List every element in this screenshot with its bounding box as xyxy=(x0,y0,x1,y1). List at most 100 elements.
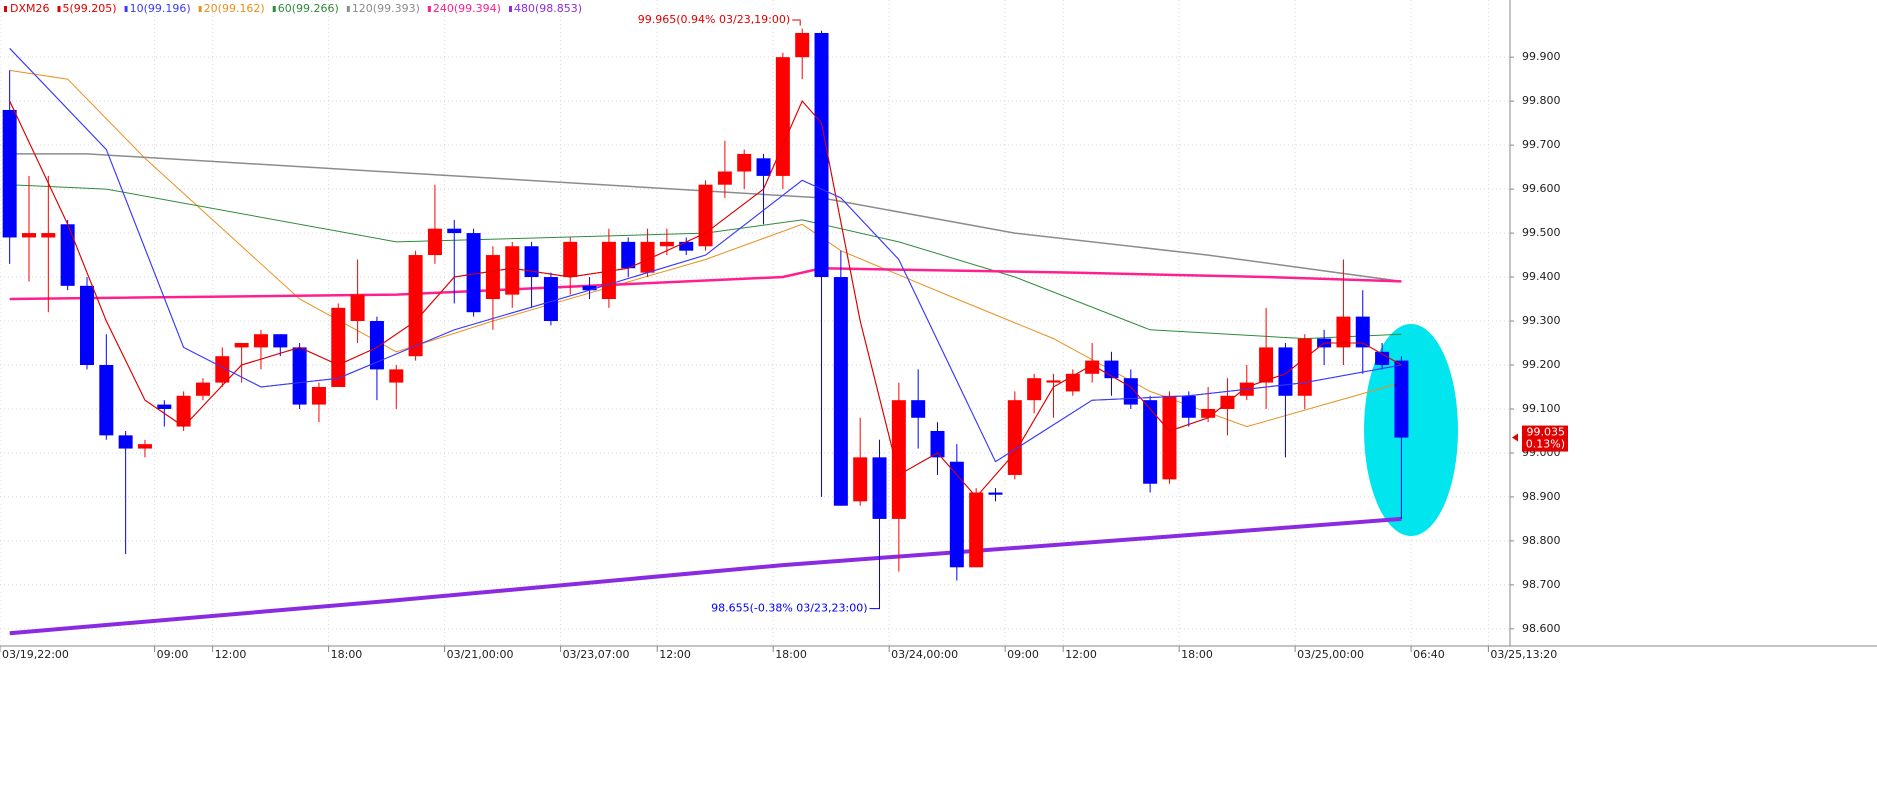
candle-body xyxy=(988,492,1003,495)
legend-label: 480(98.853) xyxy=(514,2,582,15)
x-tick-label: 09:00 xyxy=(157,648,189,661)
candle-body xyxy=(621,241,636,269)
candle-body xyxy=(389,369,404,383)
candle-body xyxy=(350,294,365,322)
candle-body xyxy=(1143,400,1158,484)
x-tick-label: 03/24,00:00 xyxy=(891,648,958,661)
candle-body xyxy=(505,246,520,295)
candle-body xyxy=(949,461,964,568)
candle-body xyxy=(930,430,945,458)
y-tick-label: 98.800 xyxy=(1522,534,1561,547)
candle-body xyxy=(1181,395,1196,418)
candle-body xyxy=(891,400,906,519)
candle-body xyxy=(756,158,771,176)
y-tick-label: 99.400 xyxy=(1522,270,1561,283)
price-tag-change: ( 0.13%) xyxy=(1518,438,1565,451)
legend-swatch xyxy=(57,6,61,12)
candle-body xyxy=(60,224,75,286)
legend-label: 120(99.393) xyxy=(352,2,420,15)
candle-body xyxy=(447,228,462,234)
price-tag-value: 99.035 xyxy=(1527,426,1566,439)
legend-swatch xyxy=(198,6,202,12)
candle-body xyxy=(253,334,268,348)
candle-body xyxy=(195,382,210,396)
candle-body xyxy=(311,386,326,405)
candle-body xyxy=(679,241,694,251)
candle-body xyxy=(543,277,558,322)
candle-body xyxy=(833,277,848,506)
candle-body xyxy=(1259,347,1274,383)
candle-body xyxy=(408,255,423,357)
y-tick-label: 98.900 xyxy=(1522,490,1561,503)
candle-body xyxy=(215,356,230,383)
legend-swatch xyxy=(124,6,128,12)
candle-body xyxy=(427,228,442,256)
candle-body xyxy=(2,109,17,238)
highlight-ellipse xyxy=(1364,324,1458,536)
x-tick-label: 03/25,00:00 xyxy=(1297,648,1364,661)
ma-line-overlay xyxy=(9,100,1402,498)
x-tick-label: 03/19,22:00 xyxy=(2,648,69,661)
candle-body xyxy=(737,153,752,172)
ma-line xyxy=(9,184,1402,340)
candle-body xyxy=(524,246,539,278)
ma-line xyxy=(9,516,1402,636)
y-tick-label: 99.100 xyxy=(1522,402,1561,415)
y-tick-label: 99.900 xyxy=(1522,50,1561,63)
candle-body xyxy=(21,233,36,238)
y-tick-label: 99.300 xyxy=(1522,314,1561,327)
y-tick-label: 99.800 xyxy=(1522,94,1561,107)
x-tick-label: 12:00 xyxy=(1065,648,1097,661)
candle-body xyxy=(41,233,56,238)
x-tick-label: 18:00 xyxy=(331,648,363,661)
x-tick-label: 12:00 xyxy=(215,648,247,661)
x-tick-label: 18:00 xyxy=(775,648,807,661)
high-annotation-arrow xyxy=(792,19,801,26)
candle-body xyxy=(1027,378,1042,401)
candle-body xyxy=(1085,360,1100,374)
x-tick-label: 03/21,00:00 xyxy=(447,648,514,661)
y-tick-label: 99.700 xyxy=(1522,138,1561,151)
price-tag xyxy=(1522,425,1568,452)
candle-body xyxy=(1355,316,1370,348)
y-tick-label: 99.600 xyxy=(1522,182,1561,195)
candle-body xyxy=(1201,408,1216,418)
legend-swatch xyxy=(508,6,512,12)
candle-body xyxy=(601,241,616,300)
labels: 99.900 99.800 99.700 99.600 99.500 99.400 99.3… xyxy=(0,2,1568,661)
legend-label: 60(99.266) xyxy=(278,2,339,15)
y-tick-label: 99.500 xyxy=(1522,226,1561,239)
candle-body xyxy=(79,285,94,365)
x-tick-label: 03/25,13:20 xyxy=(1490,648,1557,661)
legend-symbol: DXM26 xyxy=(10,2,50,15)
candle-body xyxy=(1278,347,1293,396)
candle-body xyxy=(1046,380,1061,383)
candle-body xyxy=(273,334,288,348)
candle-body xyxy=(137,444,152,449)
x-tick-label: 09:00 xyxy=(1007,648,1039,661)
y-tick-label: 99.200 xyxy=(1522,358,1561,371)
candle-body xyxy=(99,364,114,436)
legend-label: 10(99.196) xyxy=(130,2,191,15)
candle-body xyxy=(1123,378,1138,405)
candle-body xyxy=(582,285,597,291)
x-tick-label: 18:00 xyxy=(1181,648,1213,661)
low-annotation: 98.655(-0.38% 03/23,23:00) xyxy=(711,602,867,615)
candle-body xyxy=(795,32,810,58)
legend-swatch xyxy=(346,6,350,12)
candle-body xyxy=(717,171,732,185)
legend-swatch xyxy=(272,6,276,12)
candle-body xyxy=(157,404,172,409)
legend-label: 20(99.162) xyxy=(204,2,265,15)
candle-body xyxy=(659,241,674,247)
candle-body xyxy=(814,32,829,278)
x-tick-label: 06:40 xyxy=(1413,648,1445,661)
y-tick-label: 98.700 xyxy=(1522,578,1561,591)
candle-body xyxy=(1375,351,1390,365)
candle-body xyxy=(331,307,346,387)
legend-swatch xyxy=(427,6,431,12)
candle-body xyxy=(118,435,133,449)
candle-body xyxy=(234,343,249,348)
candle-body xyxy=(640,241,655,273)
